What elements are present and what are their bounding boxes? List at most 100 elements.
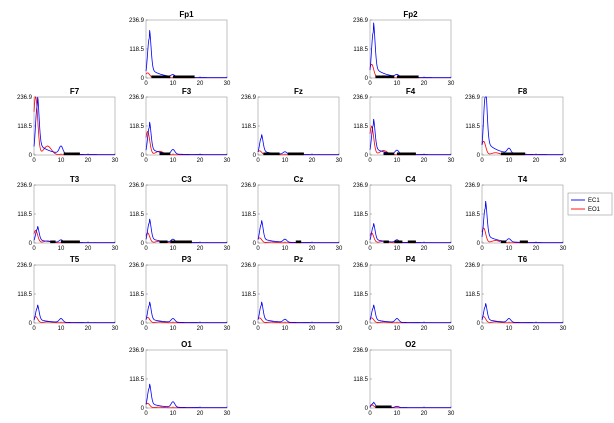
x-tick-label: 20: [421, 411, 428, 417]
x-tick-label: 30: [224, 326, 231, 332]
panel-title: T5: [70, 255, 80, 264]
panel-title: F4: [406, 87, 416, 96]
x-tick-label: 20: [197, 158, 204, 164]
axes-frame: [33, 264, 116, 324]
y-tick-label: 118.5: [241, 124, 256, 130]
panel-title: Cz: [294, 175, 304, 184]
x-tick-label: 30: [560, 246, 567, 252]
y-tick-label: 0: [477, 153, 481, 159]
panel-title: F8: [518, 87, 528, 96]
x-tick-label: 0: [144, 326, 148, 332]
panel-p3: P3 0 118.5 236.9 0 10 20 30: [129, 255, 231, 332]
x-tick-label: 30: [224, 246, 231, 252]
x-tick-label: 0: [256, 158, 260, 164]
y-tick-label: 0: [141, 406, 145, 412]
y-tick-label: 118.5: [353, 377, 368, 383]
axes-frame: [145, 264, 228, 324]
series-ec1-line: [257, 301, 339, 324]
panel-t3: T3 0 118.5 236.9 0 10 20 30: [17, 175, 119, 252]
y-tick-label: 236.9: [129, 348, 145, 354]
axes-frame: [369, 349, 452, 409]
axes-frame: [257, 264, 340, 324]
y-tick-label: 236.9: [353, 95, 369, 101]
y-tick-label: 0: [365, 76, 369, 82]
panel-title: C4: [405, 175, 416, 184]
axes-frame: [145, 349, 228, 409]
x-tick-label: 20: [85, 246, 92, 252]
x-tick-label: 0: [480, 158, 484, 164]
x-tick-label: 20: [309, 326, 316, 332]
y-tick-label: 118.5: [353, 124, 368, 130]
x-tick-label: 0: [32, 158, 36, 164]
panel-title: Fz: [294, 87, 303, 96]
x-tick-label: 30: [224, 81, 231, 87]
y-tick-label: 236.9: [241, 95, 257, 101]
x-tick-label: 10: [506, 246, 513, 252]
series-ec1-line: [33, 226, 115, 244]
y-tick-label: 236.9: [129, 18, 145, 24]
y-tick-label: 236.9: [465, 263, 481, 269]
x-tick-label: 0: [32, 246, 36, 252]
series-eo1-line: [481, 316, 563, 324]
panel-f7: F7 0 118.5 236.9 0 10 20 30: [17, 87, 119, 164]
x-tick-label: 10: [506, 158, 513, 164]
series-eo1-line: [33, 96, 115, 156]
series-ec1-line: [481, 96, 563, 156]
series-ec1-line: [145, 301, 227, 324]
series-ec1-line: [369, 304, 451, 324]
y-tick-label: 0: [365, 321, 369, 327]
panel-title: T4: [518, 175, 528, 184]
x-tick-label: 30: [224, 158, 231, 164]
y-tick-label: 118.5: [17, 124, 32, 130]
x-tick-label: 20: [197, 326, 204, 332]
panel-title: F7: [70, 87, 80, 96]
y-tick-label: 118.5: [241, 292, 256, 298]
y-tick-label: 118.5: [17, 292, 32, 298]
y-tick-label: 0: [29, 153, 33, 159]
y-tick-label: 118.5: [353, 47, 368, 53]
panel-f3: F3 0 118.5 236.9 0 10 20 30: [129, 87, 231, 164]
x-tick-label: 30: [448, 158, 455, 164]
legend-label-ec1: EC1: [588, 198, 600, 204]
series-ec1-line: [481, 200, 563, 244]
y-tick-label: 0: [141, 321, 145, 327]
x-tick-label: 30: [112, 246, 119, 252]
y-tick-label: 0: [253, 153, 257, 159]
axes-frame: [481, 264, 564, 324]
y-tick-label: 118.5: [353, 292, 368, 298]
y-tick-label: 0: [141, 241, 145, 247]
x-tick-label: 30: [336, 158, 343, 164]
y-tick-label: 118.5: [129, 47, 144, 53]
axes-frame: [481, 184, 564, 244]
x-tick-label: 20: [421, 158, 428, 164]
y-tick-label: 236.9: [129, 95, 145, 101]
x-tick-label: 30: [224, 411, 231, 417]
y-tick-label: 0: [253, 321, 257, 327]
y-tick-label: 236.9: [241, 263, 257, 269]
x-tick-label: 0: [144, 81, 148, 87]
x-tick-label: 0: [368, 81, 372, 87]
x-tick-label: 0: [256, 326, 260, 332]
series-ec1-line: [369, 223, 451, 244]
panel-p4: P4 0 118.5 236.9 0 10 20 30: [353, 255, 455, 332]
series-eo1-line: [145, 316, 227, 324]
x-tick-label: 0: [368, 158, 372, 164]
series-ec1-line: [369, 22, 451, 79]
x-tick-label: 30: [448, 326, 455, 332]
x-tick-label: 0: [368, 246, 372, 252]
y-tick-label: 118.5: [129, 212, 144, 218]
y-tick-label: 236.9: [129, 263, 145, 269]
legend-box: [567, 192, 613, 216]
axes-frame: [33, 184, 116, 244]
y-tick-label: 236.9: [17, 263, 33, 269]
x-tick-label: 10: [394, 81, 401, 87]
x-tick-label: 30: [112, 326, 119, 332]
x-tick-label: 10: [394, 246, 401, 252]
panel-f8: F8 0 118.5 236.9 0 10 20 30: [465, 87, 567, 164]
y-tick-label: 236.9: [17, 183, 33, 189]
axes-frame: [369, 184, 452, 244]
y-tick-label: 0: [365, 241, 369, 247]
panel-title: Fp2: [403, 10, 418, 19]
y-tick-label: 236.9: [353, 263, 369, 269]
panel-title: F3: [182, 87, 192, 96]
